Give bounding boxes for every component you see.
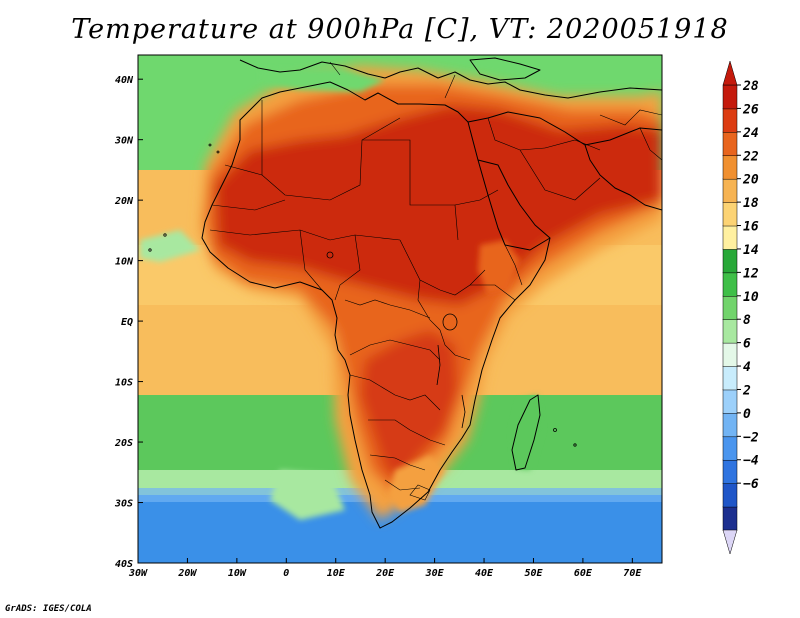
- land-hot-south-region: [360, 330, 458, 480]
- lon-tick-label: 60E: [574, 568, 593, 579]
- colorbar-label: 0: [743, 407, 751, 422]
- map-field: [138, 55, 662, 563]
- colorbar-bin: [722, 506, 738, 531]
- lon-tick-label: 50E: [524, 568, 543, 579]
- west-ocean-pale-patch: [140, 230, 200, 262]
- colorbar-bin: [722, 155, 738, 180]
- colorbar-bin: [722, 389, 738, 414]
- colorbar-bin: [722, 482, 738, 508]
- lat-tick-label: 10S: [115, 378, 133, 389]
- colorbar-label: 16: [743, 220, 759, 235]
- colorbar-label: −4: [743, 454, 759, 469]
- lon-tick-label: 40E: [475, 568, 494, 579]
- africa-coastline: [201, 81, 551, 529]
- colorbar-label: 4: [743, 360, 751, 375]
- black-sea-coastline: [469, 57, 541, 81]
- gulf-coastline: [584, 144, 662, 211]
- lat-tick-label: 30S: [114, 499, 133, 510]
- map-frame: [137, 54, 663, 564]
- lon-tick-label: 20W: [177, 568, 197, 579]
- colorbar-label: −6: [743, 477, 759, 492]
- colorbar-bin: [722, 248, 738, 274]
- colorbar-label: 24: [742, 126, 759, 141]
- atlantic-cool-tongue: [270, 470, 345, 520]
- latitude-axis: 40N 30N 20N 10N EQ 10S 20S 30S 40S: [114, 75, 143, 570]
- lon-tick-label: 30E: [425, 568, 445, 579]
- colorbar-bin: [722, 295, 738, 320]
- lat-tick-label: 40N: [115, 75, 134, 86]
- lon-tick-label: 10W: [228, 568, 247, 579]
- colorbar-label: 2: [742, 383, 751, 398]
- colorbar-bin: [722, 131, 738, 157]
- colorbar-top-arrow: [722, 60, 738, 86]
- colorbar-bin: [722, 225, 738, 250]
- madagascar-coastline: [511, 394, 541, 471]
- colorbar-bin: [722, 342, 738, 367]
- grads-credit: GrADS: IGES/COLA: [5, 604, 92, 614]
- mediterranean-green-patch: [262, 68, 385, 92]
- country-borders: [209, 61, 662, 501]
- colorbar-bin: [722, 412, 738, 438]
- colorbar-label: 20: [742, 173, 759, 188]
- colorbar-bin: [722, 178, 738, 203]
- colorbar-label: 14: [743, 243, 759, 258]
- colorbar-label: 12: [743, 266, 759, 281]
- madagascar-green-patch: [512, 395, 542, 470]
- colorbar-bottom-arrow: [722, 529, 738, 555]
- colorbar-bin: [722, 459, 738, 484]
- lon-tick-label: 70E: [623, 568, 642, 579]
- red-sea-coastline: [477, 159, 551, 239]
- colorbar-label: 18: [743, 196, 759, 211]
- coastlines: [201, 57, 662, 529]
- colorbar-label: 10: [743, 290, 759, 305]
- lat-tick-label: 10N: [115, 257, 134, 268]
- colorbar-bin: [722, 318, 738, 344]
- colorbar-bin: [722, 272, 738, 297]
- colorbar-label: 22: [742, 149, 759, 164]
- lakes: [148, 143, 577, 447]
- colorbar-bin: [722, 84, 738, 110]
- lat-tick-label: 30N: [114, 136, 134, 147]
- lon-tick-label: 30W: [128, 568, 148, 579]
- south-africa-cool-patch: [388, 455, 445, 512]
- colorbar-label: −2: [743, 430, 759, 445]
- colorbar-bin: [722, 201, 738, 227]
- lon-tick-label: 0: [283, 568, 289, 579]
- lon-tick-label: 10E: [327, 568, 346, 579]
- colorbar-label: 26: [742, 102, 759, 117]
- colorbar-bin: [722, 365, 738, 391]
- lat-tick-label: 40S: [115, 559, 133, 570]
- map-title: Temperature at 900hPa [C], VT: 202005191…: [71, 14, 729, 45]
- lat-tick-label: 20N: [114, 196, 134, 207]
- longitude-axis: 30W 20W 10W 0 10E 20E 30E 40E 50E 60E 70E: [128, 558, 642, 579]
- arabia-coastline: [467, 111, 662, 146]
- colorbar-label: 6: [743, 337, 751, 352]
- lon-tick-label: 20E: [375, 568, 395, 579]
- colorbar-label: 8: [743, 313, 751, 328]
- lat-tick-label: 20S: [114, 438, 133, 449]
- colorbar-bin: [722, 436, 738, 461]
- europe-coastline: [239, 59, 662, 99]
- lat-tick-label: EQ: [121, 317, 133, 328]
- colorbar-label: 28: [742, 79, 759, 94]
- colorbar-bin: [722, 108, 738, 133]
